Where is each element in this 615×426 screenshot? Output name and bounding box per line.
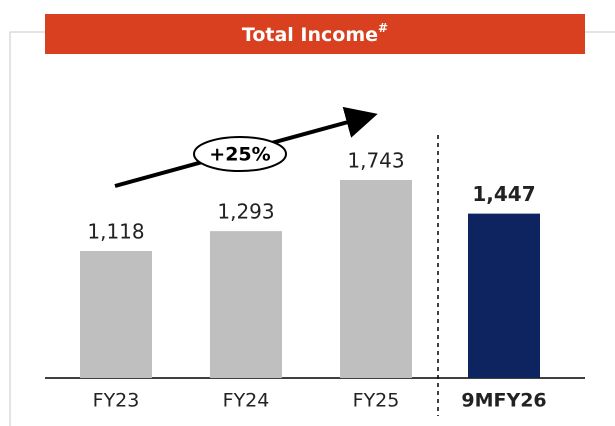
bar <box>210 231 282 378</box>
frame <box>9 31 615 426</box>
value-label: 1,293 <box>217 200 274 224</box>
x-tick-label: FY24 <box>223 390 270 412</box>
bar <box>80 250 152 378</box>
bar <box>340 180 412 378</box>
value-label: 1,447 <box>472 182 535 206</box>
chart-title: Total Income# <box>242 21 388 46</box>
x-tick-label: 9MFY26 <box>461 390 546 412</box>
value-label: 1,118 <box>87 219 144 243</box>
annotation-ellipse <box>193 136 287 172</box>
value-label: 1,743 <box>347 149 404 173</box>
title-superscript: # <box>378 21 388 35</box>
annotation: +25% <box>209 144 270 166</box>
bar <box>468 213 540 378</box>
title-banner <box>45 14 585 54</box>
x-tick-label: FY23 <box>93 390 140 412</box>
title-text: Total Income <box>242 24 378 46</box>
x-tick-label: FY25 <box>353 390 400 412</box>
